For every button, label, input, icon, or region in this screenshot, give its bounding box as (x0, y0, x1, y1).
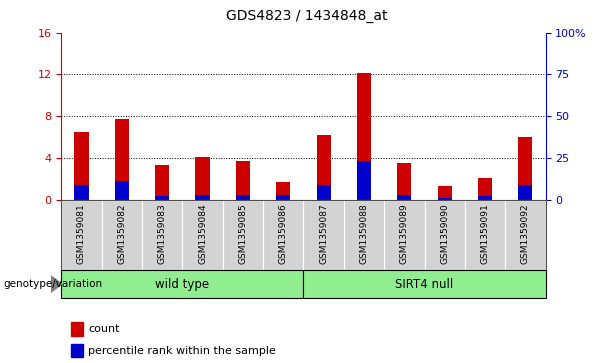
Bar (438, 186, 452, 200)
Bar (357, 161, 371, 200)
Bar (61, 200, 102, 270)
Text: count: count (88, 324, 120, 334)
Text: percentile rank within the sample: percentile rank within the sample (88, 346, 276, 356)
Bar (263, 200, 303, 270)
Bar (276, 182, 291, 200)
Text: GSM1359085: GSM1359085 (238, 203, 248, 264)
Text: GSM1359088: GSM1359088 (359, 203, 368, 264)
Bar (316, 135, 330, 200)
Bar (519, 185, 533, 200)
Text: genotype/variation: genotype/variation (3, 279, 102, 289)
Text: SIRT4 null: SIRT4 null (395, 278, 454, 290)
Bar (357, 73, 371, 200)
Bar (465, 200, 505, 270)
Text: GSM1359090: GSM1359090 (440, 203, 449, 264)
Text: GSM1359082: GSM1359082 (117, 203, 126, 264)
Bar (303, 200, 344, 270)
Text: GSM1359081: GSM1359081 (77, 203, 86, 264)
Bar (183, 200, 223, 270)
Bar (236, 161, 250, 200)
Bar (344, 200, 384, 270)
Bar (223, 200, 263, 270)
Bar (115, 119, 129, 200)
Text: GSM1359086: GSM1359086 (279, 203, 287, 264)
Text: GSM1359083: GSM1359083 (158, 203, 167, 264)
Bar (74, 132, 88, 200)
Bar (505, 200, 546, 270)
Text: wild type: wild type (155, 278, 210, 290)
Bar (236, 195, 250, 200)
Bar (316, 185, 330, 200)
Bar (303, 270, 546, 298)
Bar (102, 200, 142, 270)
Bar (71, 344, 83, 357)
Text: GSM1359084: GSM1359084 (198, 203, 207, 264)
Bar (142, 200, 183, 270)
Bar (397, 163, 411, 200)
Bar (397, 195, 411, 200)
Text: GSM1359091: GSM1359091 (481, 203, 490, 264)
Bar (196, 195, 210, 200)
Bar (155, 196, 169, 200)
Bar (276, 195, 291, 200)
Bar (478, 178, 492, 200)
Bar (71, 322, 83, 336)
Bar (155, 165, 169, 200)
Polygon shape (51, 276, 62, 292)
Bar (61, 270, 303, 298)
Text: GSM1359092: GSM1359092 (521, 203, 530, 264)
Text: GDS4823 / 1434848_at: GDS4823 / 1434848_at (226, 9, 387, 23)
Text: GSM1359089: GSM1359089 (400, 203, 409, 264)
Bar (424, 200, 465, 270)
Bar (519, 137, 533, 200)
Bar (115, 181, 129, 200)
Bar (384, 200, 425, 270)
Text: GSM1359087: GSM1359087 (319, 203, 328, 264)
Bar (196, 157, 210, 200)
Bar (74, 185, 88, 200)
Bar (478, 196, 492, 200)
Bar (438, 198, 452, 200)
